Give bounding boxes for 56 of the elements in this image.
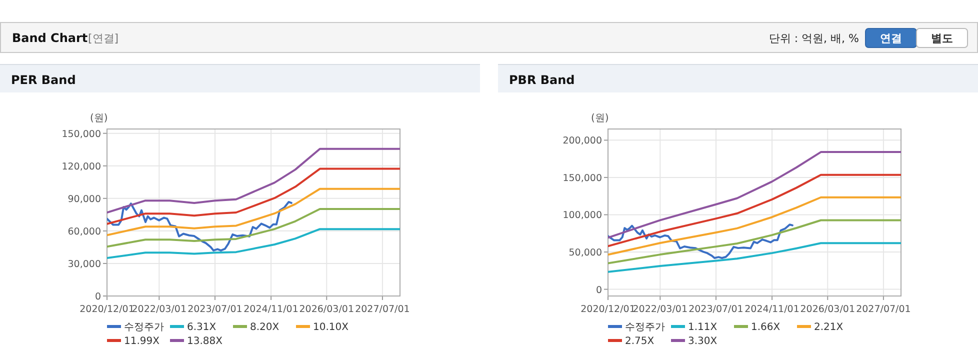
x-tick-label: 2024/11/01 — [244, 304, 298, 315]
line-series — [608, 174, 901, 248]
chart-title: PER Band — [11, 73, 76, 87]
line-series — [107, 188, 400, 236]
line-series — [608, 151, 901, 239]
y-tick-label: 0 — [94, 292, 101, 302]
y-tick-label: 50,000 — [568, 248, 602, 259]
line-series — [608, 219, 901, 264]
y-axis-title: (원) — [90, 113, 108, 124]
text: Band Chart — [12, 31, 88, 45]
line-series — [107, 208, 400, 248]
x-tick-label: 2027/07/01 — [856, 304, 911, 315]
legend-label: 수정주가 — [625, 322, 665, 333]
y-tick-label: 90,000 — [68, 194, 101, 205]
x-tick-label: 2024/11/01 — [744, 304, 800, 315]
y-tick-label: 150,000 — [562, 172, 602, 184]
text: [연결] — [88, 32, 119, 45]
legend-label: 1.66X — [751, 322, 780, 333]
line-series — [608, 242, 901, 273]
text: 단위 : 억원, 배, % — [768, 32, 859, 45]
y-tick-label: 150,000 — [62, 128, 101, 140]
line-series — [107, 228, 400, 260]
legend-label: 2.21X — [814, 322, 844, 333]
x-tick-label: 2023/07/01 — [188, 304, 242, 315]
line-series — [107, 200, 292, 252]
y-tick-label: 200,000 — [562, 136, 602, 147]
legend-label: 13.88X — [187, 336, 223, 347]
line-series — [107, 148, 400, 214]
legend-label: 1.11X — [688, 322, 718, 333]
legend-label: 2.75X — [625, 336, 654, 347]
y-tick-label: 60,000 — [68, 226, 101, 238]
text: 연결 — [880, 32, 902, 45]
y-tick-label: 120,000 — [62, 161, 101, 172]
chart-title: PBR Band — [509, 73, 575, 87]
y-tick-label: 0 — [596, 284, 602, 296]
y-tick-label: 100,000 — [562, 210, 602, 222]
y-axis-title: (원) — [591, 113, 609, 124]
legend-label: 수정주가 — [124, 322, 164, 333]
x-tick-label: 2026/03/01 — [800, 304, 856, 315]
legend-label: 10.10X — [313, 322, 349, 333]
x-tick-label: 2026/03/01 — [299, 304, 354, 315]
x-tick-label: 2022/03/01 — [132, 304, 187, 315]
x-tick-label: 2027/07/01 — [355, 304, 410, 315]
line-series — [608, 224, 794, 259]
text: 별도 — [931, 32, 953, 45]
x-tick-label: 2020/12/01 — [580, 304, 636, 315]
line-series — [608, 196, 901, 256]
line-series — [107, 168, 400, 225]
x-tick-label: 2023/07/01 — [688, 304, 744, 315]
legend-label: 8.20X — [250, 322, 280, 333]
y-tick-label: 30,000 — [68, 258, 101, 270]
legend-label: 6.31X — [187, 322, 216, 333]
x-tick-label: 2022/03/01 — [632, 304, 688, 315]
legend-label: 11.99X — [124, 336, 160, 347]
x-tick-label: 2020/12/01 — [80, 304, 134, 315]
legend-label: 3.30X — [688, 336, 718, 347]
